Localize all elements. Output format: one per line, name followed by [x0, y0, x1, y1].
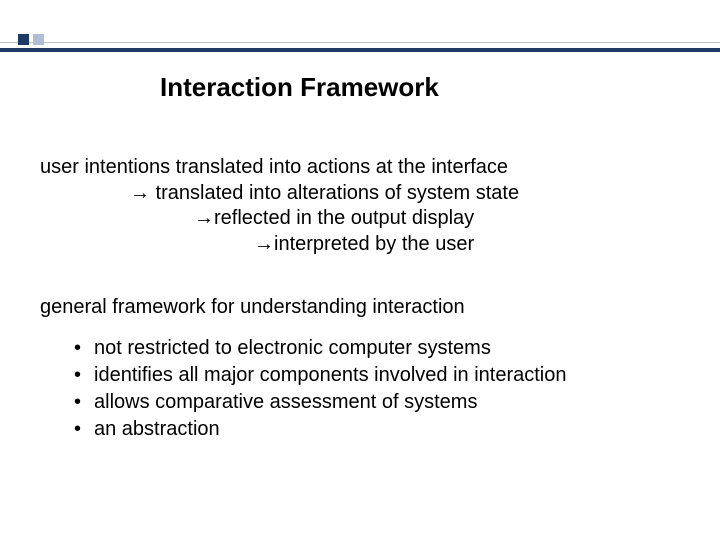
subheading: general framework for understanding inte…	[40, 295, 680, 321]
slide-body: user intentions translated into actions …	[40, 155, 680, 443]
translation-steps: user intentions translated into actions …	[40, 155, 680, 257]
slide-top-decoration	[0, 0, 720, 58]
slide: Interaction Framework user intentions tr…	[0, 0, 720, 540]
slide-title: Interaction Framework	[160, 72, 439, 103]
list-item: an abstraction	[68, 416, 680, 443]
step-line: → interpreted by the user	[40, 232, 680, 258]
list-item: identifies all major components involved…	[68, 362, 680, 389]
arrow-icon: →	[194, 206, 214, 232]
step-text: interpreted by the user	[274, 233, 474, 255]
top-thick-line	[0, 48, 720, 52]
list-item: not restricted to electronic computer sy…	[68, 335, 680, 362]
step-line: user intentions translated into actions …	[40, 155, 680, 181]
step-line: → reflected in the output display	[40, 206, 680, 232]
list-item: allows comparative assessment of systems	[68, 389, 680, 416]
top-thin-line	[0, 42, 720, 43]
step-line: → translated into alterations of system …	[40, 181, 680, 207]
square-light-icon	[33, 34, 44, 45]
step-text: reflected in the output display	[214, 207, 474, 229]
corner-squares	[18, 34, 44, 45]
square-dark-icon	[18, 34, 29, 45]
arrow-icon: →	[254, 232, 274, 258]
arrow-icon: →	[130, 181, 150, 207]
bullet-list: not restricted to electronic computer sy…	[68, 335, 680, 443]
spacer	[40, 257, 680, 295]
step-text: translated into alterations of system st…	[150, 182, 519, 204]
step-text: user intentions translated into actions …	[40, 156, 508, 178]
